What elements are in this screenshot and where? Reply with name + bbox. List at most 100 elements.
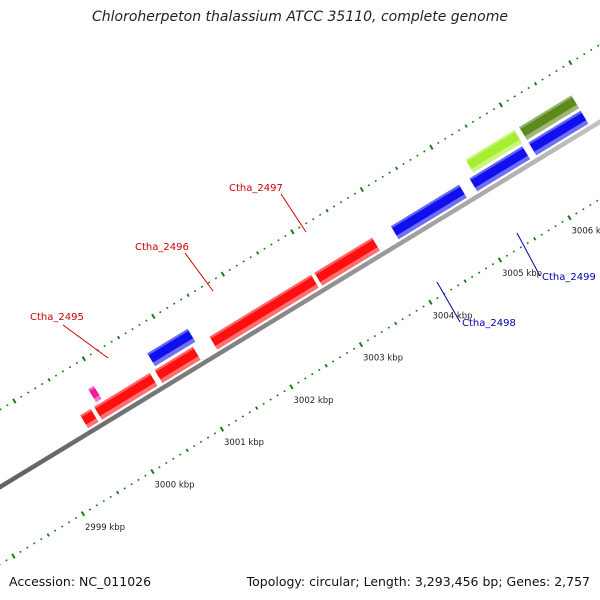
outer-ring-tick xyxy=(590,48,593,52)
outer-ring-tick xyxy=(193,289,197,293)
inner-ring-tick xyxy=(331,360,335,363)
inner-ring-tick xyxy=(199,440,203,444)
inner-ring-tick xyxy=(11,553,16,559)
outer-ring-tick xyxy=(457,129,461,132)
inner-ring-tick xyxy=(582,208,585,211)
outer-ring-tick xyxy=(131,327,134,331)
kbp-labels: 2999 kbp 3000 kbp 3001 kbp 3002 kbp 3003 kbp… xyxy=(85,227,600,533)
outer-ring-tick xyxy=(437,141,440,145)
gene-block-11[interactable] xyxy=(465,130,523,173)
inner-ring-tick xyxy=(567,215,572,221)
outer-ring-tick xyxy=(207,281,211,284)
outer-ring-tick xyxy=(359,186,365,193)
outer-ring-tick xyxy=(312,217,315,221)
outer-tick-ring xyxy=(0,44,600,411)
inner-ring-tick xyxy=(192,444,196,448)
gene-block-5[interactable] xyxy=(314,237,380,286)
gene-label-leader xyxy=(516,232,541,277)
inner-ring-tick xyxy=(80,511,86,517)
gene-label[interactable]: Ctha_2496 xyxy=(135,242,189,253)
inner-ring-tick xyxy=(324,363,328,368)
gene-block-12[interactable] xyxy=(519,95,580,140)
outer-ring-tick xyxy=(242,260,245,263)
outer-ring-tick xyxy=(284,234,287,238)
outer-ring-tick xyxy=(12,398,17,404)
outer-ring-tick xyxy=(20,395,23,398)
gene-block-8[interactable] xyxy=(390,184,467,240)
outer-ring-tick xyxy=(576,57,579,60)
inner-ring-tick xyxy=(74,516,78,520)
outer-ring-tick xyxy=(388,171,391,174)
outer-ring-tick xyxy=(513,95,516,98)
outer-ring-tick xyxy=(533,81,538,86)
gene-block-2[interactable] xyxy=(94,373,158,420)
inner-ring-tick xyxy=(422,305,425,308)
inner-ring-tick xyxy=(109,495,112,499)
outer-ring-tick xyxy=(562,65,565,68)
outer-ring-tick xyxy=(429,144,434,150)
gene-label[interactable]: Ctha_2498 xyxy=(462,318,516,329)
gene-block-4[interactable] xyxy=(209,274,319,350)
inner-ring-tick xyxy=(40,538,43,541)
outer-ring-tick xyxy=(409,158,412,162)
outer-ring-tick xyxy=(151,313,156,320)
gene-label[interactable]: Ctha_2497 xyxy=(229,183,283,194)
inner-ring-tick xyxy=(533,236,537,241)
inner-ring-tick xyxy=(248,411,251,414)
outer-ring-tick xyxy=(0,408,2,411)
outer-ring-tick xyxy=(6,404,9,407)
inner-ring-tick xyxy=(95,504,99,507)
outer-ring-tick xyxy=(381,175,384,178)
gene-label-leader xyxy=(280,193,307,233)
outer-ring-tick xyxy=(173,302,176,305)
outer-ring-tick xyxy=(255,251,260,255)
outer-ring-tick xyxy=(75,361,79,365)
outer-ring-tick xyxy=(110,340,113,343)
inner-ring-tick xyxy=(206,436,210,439)
gene-block-3[interactable] xyxy=(154,346,201,383)
gene-block-7[interactable] xyxy=(147,328,196,367)
inner-ring-tick xyxy=(484,267,488,270)
outer-ring-tick xyxy=(54,374,58,377)
outer-ring-tick xyxy=(159,311,162,314)
inner-ring-tick xyxy=(33,542,36,545)
kbp-label: 3002 kbp xyxy=(294,396,334,406)
outer-ring-tick xyxy=(61,370,65,373)
backbone-line xyxy=(0,119,600,490)
gene-label[interactable]: Ctha_2495 xyxy=(30,312,84,323)
gene-labels: Ctha_2495 Ctha_2496 Ctha_2497 Ctha_2498 Ctha… xyxy=(30,183,596,359)
topology-info: Topology: circular; Length: 3,293,456 bp… xyxy=(246,574,590,589)
gene-block-10[interactable] xyxy=(528,110,589,156)
inner-ring-tick xyxy=(255,406,259,410)
outer-ring-tick xyxy=(596,44,600,47)
inner-ring-tick xyxy=(352,347,356,350)
outer-ring-tick xyxy=(68,366,72,369)
outer-ring-tick xyxy=(81,356,87,362)
outer-ring-tick xyxy=(374,179,377,183)
outer-ring-tick xyxy=(506,99,509,102)
inner-ring-tick xyxy=(394,321,398,326)
inner-ring-tick xyxy=(241,415,244,418)
inner-ring-tick xyxy=(150,468,155,475)
kbp-label: 3006 kbp xyxy=(572,227,600,237)
inner-ring-tick xyxy=(46,533,50,537)
outer-ring-tick xyxy=(89,353,92,356)
outer-ring-tick xyxy=(464,124,468,128)
outer-ring-tick xyxy=(186,293,190,298)
inner-ring-tick xyxy=(387,326,390,329)
gene-block-1[interactable] xyxy=(80,409,99,429)
inner-ring-tick xyxy=(19,550,22,554)
outer-ring-tick xyxy=(402,162,405,166)
outer-ring-tick xyxy=(485,112,489,115)
inner-ring-tick xyxy=(380,330,383,334)
outer-ring-tick xyxy=(27,391,30,394)
gene-block-9[interactable] xyxy=(469,146,531,192)
gene-block-6[interactable] xyxy=(88,386,102,403)
outer-ring-tick xyxy=(214,277,218,280)
inner-ring-tick xyxy=(297,381,300,384)
inner-ring-tick xyxy=(338,356,342,359)
inner-ring-tick xyxy=(512,250,516,253)
gene-label[interactable]: Ctha_2499 xyxy=(542,272,596,283)
outer-ring-tick xyxy=(471,120,475,123)
